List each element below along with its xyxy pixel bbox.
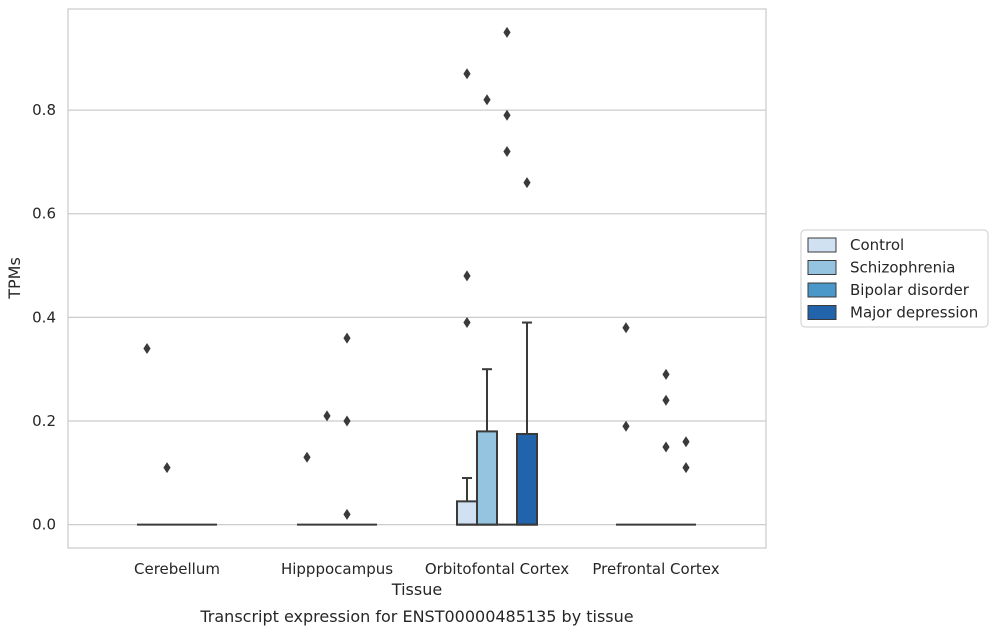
legend: Control Schizophrenia Bipolar disorder Majo…: [800, 229, 989, 328]
outlier-point: [682, 462, 690, 474]
outlier-point: [523, 177, 531, 189]
outlier-point: [343, 508, 351, 520]
y-tick-label: 0.0: [32, 516, 56, 534]
outlier-point: [622, 420, 630, 432]
y-tick-label: 0.2: [32, 412, 56, 430]
y-tick-label: 0.4: [32, 308, 56, 326]
legend-swatch: [807, 282, 837, 298]
outlier-point: [343, 415, 351, 427]
legend-swatch: [807, 237, 837, 253]
legend-swatch: [807, 305, 837, 320]
outlier-point: [323, 410, 331, 422]
legend-swatch: [807, 260, 837, 275]
outlier-point: [682, 436, 690, 448]
axes-group: 0.0 0.2 0.4 0.6 0.8 Cerebellum Hipppocampus Orb…: [32, 101, 720, 578]
x-axis-label: Tissue: [391, 580, 442, 599]
boxes-group: [137, 26, 696, 526]
outlier-point: [483, 94, 491, 106]
outlier-point: [503, 26, 511, 38]
outlier-point: [163, 462, 171, 474]
outlier-point: [463, 68, 471, 80]
x-tick-label: Cerebellum: [134, 560, 220, 578]
outlier-point: [662, 368, 670, 380]
box: [456, 500, 478, 526]
x-tick-label: Prefrontal Cortex: [592, 560, 719, 578]
plot-frame: [67, 8, 767, 549]
legend-label: Major depression: [850, 304, 978, 322]
outlier-point: [463, 270, 471, 282]
outlier-point: [303, 451, 311, 463]
y-tick-label: 0.6: [32, 205, 56, 223]
outlier-point: [503, 109, 511, 121]
outlier-point: [662, 441, 670, 453]
x-tick-label: Orbitofontal Cortex: [425, 560, 569, 578]
outlier-point: [143, 342, 151, 354]
chart-caption: Transcript expression for ENST0000048513…: [199, 607, 633, 626]
legend-label: Schizophrenia: [850, 259, 955, 277]
x-tick-label: Hipppocampus: [281, 560, 393, 578]
box: [516, 432, 538, 526]
box: [476, 430, 498, 526]
y-axis-label: TPMs: [5, 257, 24, 300]
outlier-point: [662, 394, 670, 406]
outlier-point: [343, 332, 351, 344]
y-tick-label: 0.8: [32, 101, 56, 119]
legend-label: Control: [850, 236, 904, 254]
outlier-point: [463, 317, 471, 329]
outlier-point: [503, 146, 511, 158]
grid-lines: [68, 109, 766, 526]
legend-frame: [800, 229, 989, 328]
outlier-point: [622, 322, 630, 334]
legend-label: Bipolar disorder: [850, 281, 970, 299]
